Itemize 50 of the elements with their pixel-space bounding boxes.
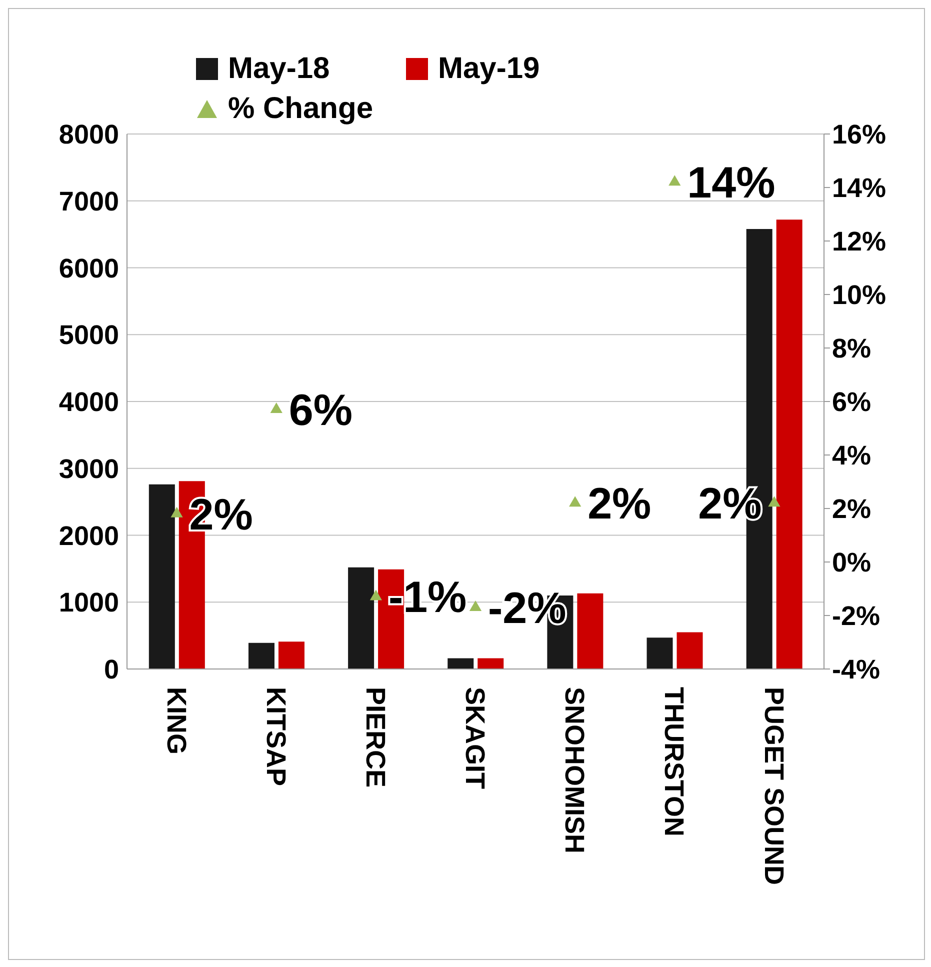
- y2-tick-label: 6%: [832, 387, 872, 418]
- data-label: 6%: [288, 386, 352, 435]
- bar: [148, 484, 175, 669]
- bar: [676, 632, 703, 669]
- y-tick-label: 2000: [58, 520, 119, 551]
- bar: [348, 567, 374, 669]
- y2-tick-label: 12%: [832, 226, 886, 257]
- x-tick-label: THURSTON: [659, 687, 690, 837]
- bar: [577, 593, 604, 669]
- x-tick-label: PIERCE: [360, 687, 390, 788]
- y-tick-label: 0: [104, 654, 119, 685]
- y-tick-label: 4000: [58, 387, 119, 418]
- point: [768, 496, 780, 507]
- y2-tick-label: 2%: [832, 494, 872, 524]
- y-tick-label: 8000: [58, 120, 119, 150]
- x-tick-label: PUGET SOUND: [758, 687, 789, 886]
- y2-tick-label: 4%: [832, 440, 872, 471]
- x-tick-label: SKAGIT: [460, 687, 490, 790]
- bar: [248, 642, 274, 669]
- data-label: 2%: [588, 480, 652, 529]
- legend-label: May-18: [228, 51, 330, 87]
- point: [668, 175, 681, 186]
- y-tick-label: 3000: [58, 454, 119, 484]
- y2-tick-label: 8%: [832, 334, 872, 364]
- point: [469, 600, 482, 611]
- x-tick-label: KITSAP: [260, 687, 291, 786]
- point: [370, 590, 382, 600]
- y-tick-label: 5000: [58, 320, 119, 350]
- y2-tick-label: 14%: [832, 173, 886, 204]
- bar: [448, 658, 474, 669]
- x-tick-label: KING: [161, 687, 192, 754]
- x-tick-label: SNOHOMISH: [560, 687, 590, 854]
- y-tick-label: 6000: [58, 253, 119, 284]
- point: [270, 402, 282, 414]
- y2-tick-label: 10%: [832, 280, 886, 310]
- bar: [646, 638, 673, 669]
- y-tick-label: 7000: [58, 186, 119, 216]
- y-tick-label: 1000: [58, 588, 119, 618]
- legend-label: May-19: [438, 51, 540, 87]
- data-label: 14%: [687, 158, 776, 208]
- y2-tick-label: 16%: [832, 120, 886, 150]
- bar: [478, 658, 504, 669]
- y2-tick-label: 0%: [832, 548, 872, 578]
- y2-tick-label: -2%: [832, 601, 880, 632]
- y2-tick-label: -4%: [832, 654, 880, 685]
- bar: [278, 642, 304, 669]
- point: [568, 496, 582, 507]
- point: [170, 506, 183, 518]
- bar: [776, 220, 802, 669]
- legend-label: % Change: [228, 91, 374, 127]
